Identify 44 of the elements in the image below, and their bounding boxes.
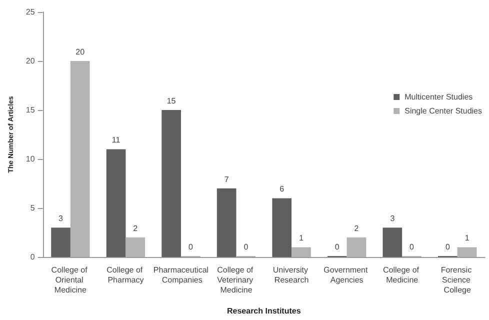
x-tick-label: Forensic Science College: [440, 266, 474, 294]
bar: [162, 110, 181, 257]
bar: [457, 247, 477, 257]
bar: [70, 61, 90, 257]
data-label: 1: [464, 234, 470, 243]
bar: [292, 247, 311, 257]
data-label: 0: [410, 242, 415, 252]
x-tick-label: Pharmaceutical Companies: [153, 266, 209, 284]
x-tick-label: University Research: [272, 266, 310, 284]
bar: [126, 237, 146, 257]
data-label: 0: [445, 242, 450, 252]
y-tick-label: 15: [26, 106, 36, 114]
bar: [346, 237, 366, 257]
data-label: 3: [390, 214, 396, 224]
bar: [51, 228, 70, 257]
y-tick-label: 25: [26, 8, 36, 16]
x-tick-label: College of Pharmacy: [106, 266, 145, 284]
y-tick-label: 5: [30, 204, 36, 212]
y-tick-label: 10: [26, 154, 36, 164]
data-label: 6: [280, 184, 285, 194]
y-tick-label: 0: [30, 252, 36, 262]
data-label: 15: [166, 96, 176, 106]
x-tick-label: College of Medicine: [382, 266, 422, 284]
x-tick-label: College of Veterinary Medicine: [217, 266, 256, 294]
data-label: 0: [188, 242, 194, 252]
bar: [216, 188, 236, 257]
legend-label: Single Center Studies: [404, 106, 482, 116]
bar: [272, 198, 292, 257]
data-label: 2: [133, 224, 138, 233]
bar: [106, 149, 126, 257]
data-label: 20: [76, 48, 86, 56]
legend-label: Multicenter Studies: [404, 92, 473, 102]
x-axis-title: Research Institutes: [226, 306, 302, 316]
data-label: 1: [298, 234, 304, 243]
data-label: 11: [112, 136, 121, 145]
data-label: 7: [224, 174, 230, 184]
data-label: 3: [58, 214, 64, 224]
data-label: 0: [334, 242, 340, 252]
x-tick-label: College of Oriental Medicine: [51, 266, 90, 294]
data-label: 0: [244, 242, 249, 252]
data-label: 2: [354, 224, 360, 233]
y-tick-label: 20: [26, 56, 36, 66]
bar: [382, 228, 402, 257]
x-tick-label: Government Agencies: [324, 266, 370, 284]
